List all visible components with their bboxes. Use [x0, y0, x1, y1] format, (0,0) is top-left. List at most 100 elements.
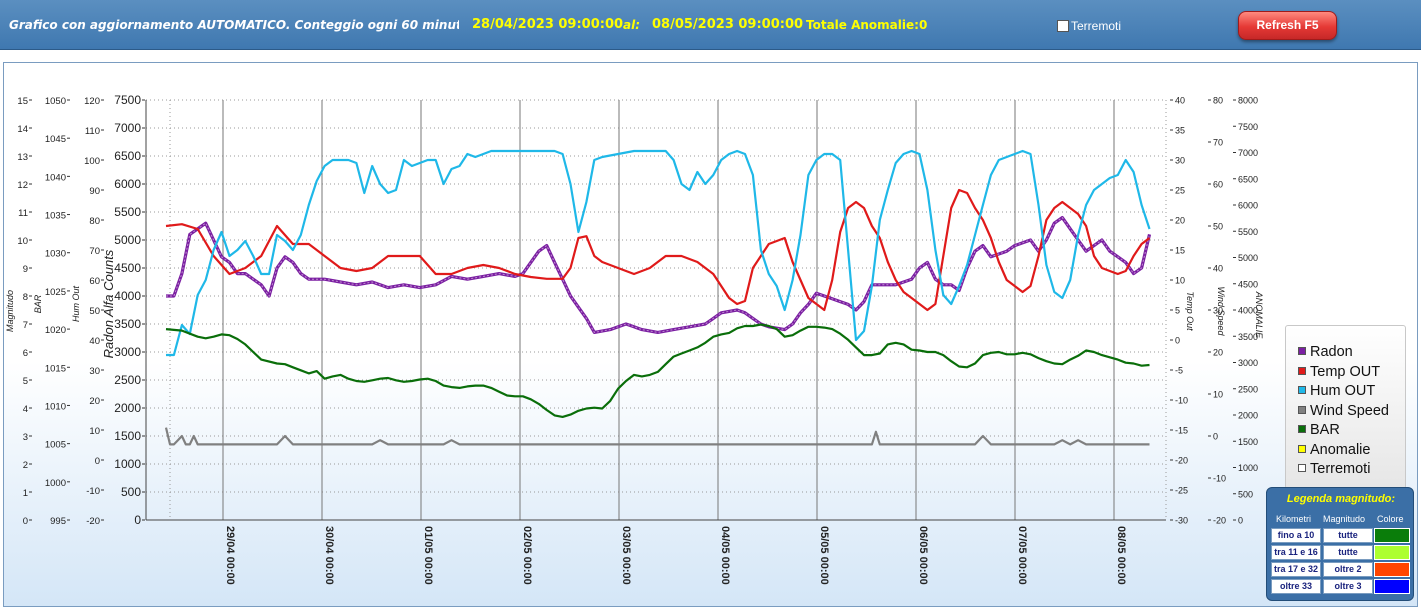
anomalie-tick: 2500 [1238, 384, 1258, 394]
anomalie-tick: 7000 [1238, 148, 1258, 158]
wind-tick: -10 [1213, 474, 1226, 484]
wind-tick: 70 [1213, 138, 1223, 148]
mag-header-color: Colore [1377, 514, 1404, 524]
mag-magnitude-cell: tutte [1323, 545, 1373, 560]
hum-tick: 90 [89, 186, 100, 197]
magnitudo-tick: 9 [23, 264, 28, 275]
x-tick-label: 30/04 00:00 [323, 526, 335, 585]
series-legend: Radon Temp OUT Hum OUT Wind Speed BAR Anomali… [1285, 325, 1406, 489]
legend-label: Anomalie [1310, 441, 1371, 458]
anomalie-axis-title: ANOMALIE [1254, 291, 1264, 340]
chart: 29/04 00:00 30/04 00:00 01/05 00:00 02/05 0… [5, 93, 1264, 585]
temp-tick: -30 [1175, 516, 1188, 526]
series-bar [165, 323, 1150, 418]
wind-tick: 10 [1213, 390, 1223, 400]
wind-tick: -20 [1213, 516, 1226, 526]
total-anomalies: Totale Anomalie:0 [806, 18, 928, 32]
x-tick-label: 29/04 00:00 [224, 526, 236, 585]
radon-tick: 1500 [114, 429, 141, 443]
plot-area [145, 99, 1167, 521]
mag-color-swatch [1374, 545, 1410, 560]
magnitudo-tick: 7 [23, 320, 28, 331]
earthquakes-checkbox-label[interactable]: Terremoti [1071, 19, 1122, 33]
temp-tick: 15 [1175, 246, 1185, 256]
anomalie-tick: 5500 [1238, 227, 1258, 237]
hum-tick: 30 [89, 366, 100, 377]
mag-magnitude-cell: oltre 3 [1323, 579, 1373, 594]
hum-tick: 120 [84, 96, 100, 107]
bar-tick: 1015 [45, 363, 66, 374]
mag-km-cell: tra 17 e 32 [1271, 562, 1321, 577]
radon-axis-title: Radon Alfa Counts [101, 249, 116, 358]
legend-item: Radon [1298, 344, 1353, 362]
magnitudo-tick: 12 [17, 180, 28, 191]
wind-axis-title: Wind Speed [1216, 287, 1226, 337]
hum-tick: 40 [89, 336, 100, 347]
temp-tick: 0 [1175, 336, 1180, 346]
series-hum-out [166, 149, 1151, 357]
radon-tick: 3500 [114, 317, 141, 331]
x-tick-label: 06/05 00:00 [917, 526, 929, 585]
mag-color-swatch [1374, 528, 1410, 543]
hum-tick: 110 [85, 126, 100, 137]
anomalie-tick: 1500 [1238, 437, 1258, 447]
radon-tick: 6500 [114, 149, 141, 163]
legend-item: Terremoti [1298, 461, 1370, 479]
radon-tick: 5000 [114, 233, 141, 247]
temp-tick: 25 [1175, 186, 1185, 196]
hum-tick: 20 [89, 396, 100, 407]
mag-header-km: Kilometri [1276, 514, 1312, 524]
radon-tick: 7500 [114, 93, 141, 107]
mag-km-cell: tra 11 e 16 [1271, 545, 1321, 560]
mag-header-mag: Magnitudo [1323, 514, 1366, 524]
anomalie-tick: 7500 [1238, 122, 1258, 132]
legend-label: Wind Speed [1310, 402, 1389, 419]
x-tick-label: 04/05 00:00 [719, 526, 731, 585]
radon-tick: 2000 [114, 401, 141, 415]
magnitudo-tick: 2 [23, 460, 28, 471]
radon-tick: 6000 [114, 177, 141, 191]
magnitudo-tick: 0 [23, 516, 28, 527]
anomalie-tick: 0 [1238, 516, 1243, 526]
anomalie-tick: 500 [1238, 489, 1253, 499]
radon-tick: 500 [121, 485, 141, 499]
wind-tick: 60 [1213, 180, 1223, 190]
legend-swatch [1298, 386, 1306, 394]
earthquakes-checkbox[interactable] [1057, 20, 1069, 32]
temp-tick: -5 [1175, 366, 1183, 376]
top-toolbar: Grafico con aggiornamento AUTOMATICO. Co… [0, 0, 1421, 50]
temp-tick: -20 [1175, 456, 1188, 466]
hum-tick: 50 [89, 306, 100, 317]
temp-tick: 5 [1175, 306, 1180, 316]
wind-tick: 0 [1213, 432, 1218, 442]
date-from: 28/04/2023 09:00:00 [472, 17, 624, 32]
magnitudo-tick: 14 [17, 124, 28, 135]
anomalie-tick: 5000 [1238, 253, 1258, 263]
radon-tick: 7000 [114, 121, 141, 135]
temp-axis-title: Temp Out [1185, 291, 1195, 331]
x-tick-label: 08/05 00:00 [1115, 526, 1127, 585]
legend-swatch [1298, 405, 1306, 414]
x-tick-label: 02/05 00:00 [521, 526, 533, 585]
hum-tick: 10 [89, 426, 100, 437]
temp-tick: -15 [1175, 426, 1188, 436]
bar-tick: 1005 [45, 440, 66, 451]
hum-tick: 100 [84, 156, 100, 167]
temp-tick: -25 [1175, 486, 1188, 496]
hum-tick: 60 [89, 276, 100, 287]
temp-tick: 10 [1175, 276, 1185, 286]
anomalie-tick: 4500 [1238, 279, 1258, 289]
chart-description: Grafico con aggiornamento AUTOMATICO. Co… [9, 18, 459, 32]
x-tick-label: 03/05 00:00 [620, 526, 632, 585]
bar-tick: 1025 [45, 287, 66, 298]
temp-tick: 30 [1175, 156, 1185, 166]
legend-item: Wind Speed [1298, 403, 1389, 421]
refresh-button[interactable]: Refresh F5 [1238, 11, 1337, 40]
magnitudo-tick: 6 [23, 348, 28, 359]
legend-label: Terremoti [1310, 461, 1371, 477]
radon-tick: 3000 [114, 345, 141, 359]
hum-axis-title: Hum Out [71, 285, 81, 322]
mag-color-swatch [1374, 579, 1410, 594]
magnitudo-tick: 4 [23, 404, 28, 415]
magnitude-legend: Legenda magnitudo: Kilometri Magnitudo C… [1266, 487, 1414, 601]
